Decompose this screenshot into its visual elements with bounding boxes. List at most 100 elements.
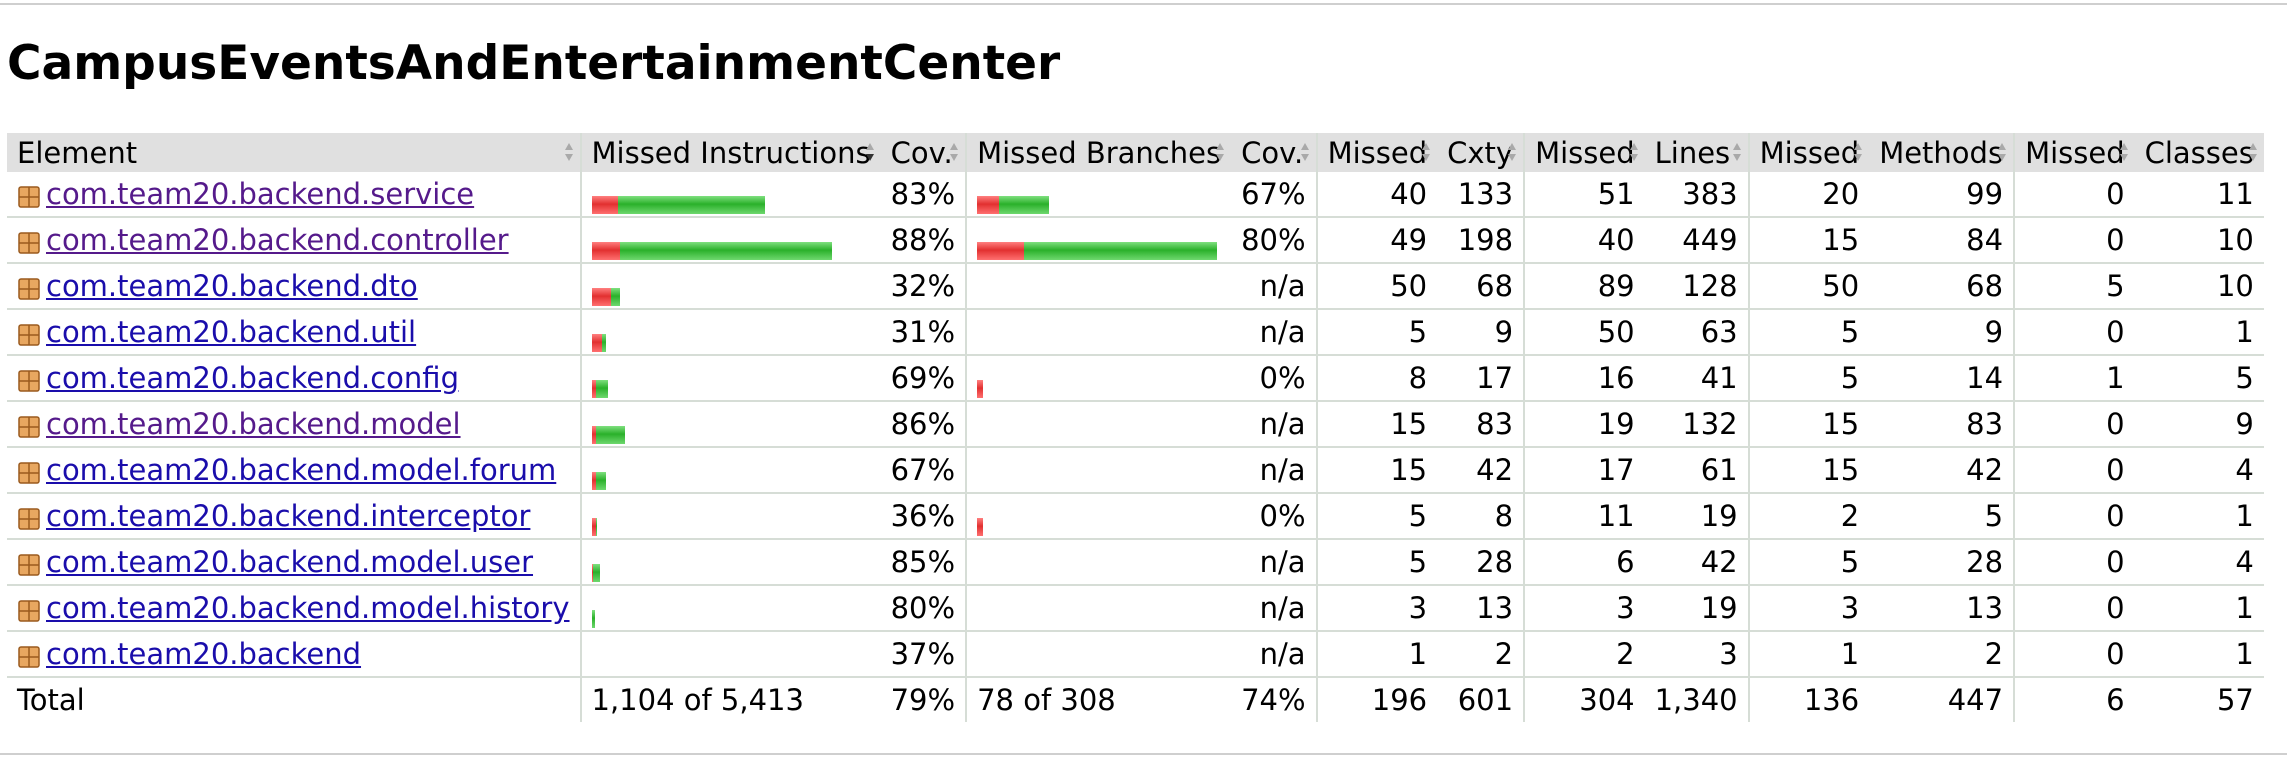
instructions-coverage-bar [591,417,625,444]
package-icon [17,596,41,622]
missed-complexity: 15 [1315,447,1438,494]
lines: 19 [1644,585,1749,632]
header-element[interactable]: Element [7,133,581,172]
table-row: com.team20.backend.config 69% 0% 8 17 16 41 5 14… [7,355,2264,402]
missed-classes: 1 [2013,355,2135,402]
instructions-coverage: 36% [880,493,967,540]
total-missed-lines: 304 [1523,676,1645,722]
element-cell: com.team20.backend.model.user [7,539,581,586]
missed-bar-segment [977,242,1025,260]
classes: 11 [2134,172,2264,218]
complexity: 198 [1437,217,1525,264]
header-lines[interactable]: Lines [1644,133,1749,172]
methods: 28 [1869,539,2015,586]
covered-bar-segment [592,564,600,582]
package-link[interactable]: com.team20.backend.interceptor [46,499,531,533]
element-cell: com.team20.backend.controller [7,217,581,264]
missed-bar-segment [977,518,984,536]
table-row: com.team20.backend.model 86% n/a 15 83 19 132 1… [7,401,2264,448]
sort-icon [1508,143,1517,161]
complexity: 42 [1437,447,1525,494]
package-link[interactable]: com.team20.backend.model.history [46,591,570,625]
branches-coverage-bar [977,371,984,398]
package-link[interactable]: com.team20.backend.dto [46,269,418,303]
lines: 383 [1644,172,1749,218]
total-missed-classes: 6 [2013,676,2135,722]
package-icon [17,458,41,484]
header-missed-instructions[interactable]: Missed Instructions [579,133,881,172]
header-methods[interactable]: Methods [1869,133,2015,172]
element-cell: com.team20.backend.model [7,401,581,448]
total-missed-instructions: 1,104 of 5,413 [579,676,881,722]
methods: 14 [1869,355,2015,402]
instructions-coverage: 67% [880,447,967,494]
header-missed-classes[interactable]: Missed [2013,133,2135,172]
package-icon [17,550,41,576]
package-link[interactable]: com.team20.backend.util [46,315,417,349]
package-link[interactable]: com.team20.backend.model.user [46,545,534,579]
covered-bar-segment [595,426,625,444]
header-instructions-coverage[interactable]: Cov. [880,133,967,172]
missed-complexity: 5 [1315,309,1438,356]
package-link[interactable]: com.team20.backend [46,637,362,671]
sort-icon [564,143,573,161]
methods: 5 [1869,493,2015,540]
complexity: 28 [1437,539,1525,586]
branches-coverage: n/a [1231,539,1317,586]
missed-methods: 50 [1747,263,1870,310]
missed-lines: 17 [1523,447,1645,494]
package-icon [17,320,41,346]
header-complexity[interactable]: Cxty [1437,133,1525,172]
classes: 4 [2134,447,2264,494]
missed-instructions-cell [579,172,881,218]
missed-lines: 3 [1523,585,1645,632]
complexity: 13 [1437,585,1525,632]
complexity: 83 [1437,401,1525,448]
covered-bar-segment [617,196,765,214]
header-missed-complexity[interactable]: Missed [1315,133,1438,172]
element-cell: com.team20.backend.interceptor [7,493,581,540]
total-label: Total [7,676,581,722]
missed-bar-segment [591,242,620,260]
package-link[interactable]: com.team20.backend.model.forum [46,453,557,487]
branches-coverage-bar [977,509,984,536]
lines: 61 [1644,447,1749,494]
lines: 42 [1644,539,1749,586]
header-missed-methods[interactable]: Missed [1747,133,1870,172]
branches-coverage: n/a [1231,263,1317,310]
top-divider [0,3,2287,5]
element-cell: com.team20.backend.model.history [7,585,581,632]
package-link[interactable]: com.team20.backend.controller [46,223,509,257]
header-row: Element Missed Instructions Cov. Missed … [7,133,2264,172]
header-classes[interactable]: Classes [2134,133,2264,172]
missed-bar-segment [591,196,618,214]
missed-branches-cell [965,585,1232,632]
element-cell: com.team20.backend [7,631,581,678]
missed-classes: 5 [2013,263,2135,310]
covered-bar-segment [595,472,606,490]
branches-coverage: n/a [1231,631,1317,678]
header-missed-lines[interactable]: Missed [1523,133,1645,172]
instructions-coverage: 32% [880,263,967,310]
complexity: 133 [1437,172,1525,218]
page-title: CampusEventsAndEntertainmentCenter [7,36,1061,91]
missed-branches-cell [965,493,1232,540]
branches-coverage: 80% [1231,217,1317,264]
package-link[interactable]: com.team20.backend.model [46,407,461,441]
missed-methods: 20 [1747,172,1870,218]
missed-complexity: 50 [1315,263,1438,310]
methods: 83 [1869,401,2015,448]
methods: 84 [1869,217,2015,264]
header-branches-coverage[interactable]: Cov. [1231,133,1317,172]
missed-complexity: 40 [1315,172,1438,218]
classes: 1 [2134,309,2264,356]
package-icon [17,182,41,208]
header-missed-branches[interactable]: Missed Branches [965,133,1232,172]
package-link[interactable]: com.team20.backend.service [46,177,475,211]
missed-bar-segment [591,334,602,352]
methods: 99 [1869,172,2015,218]
instructions-coverage: 85% [880,539,967,586]
package-link[interactable]: com.team20.backend.config [46,361,459,395]
total-lines: 1,340 [1644,676,1749,722]
classes: 5 [2134,355,2264,402]
